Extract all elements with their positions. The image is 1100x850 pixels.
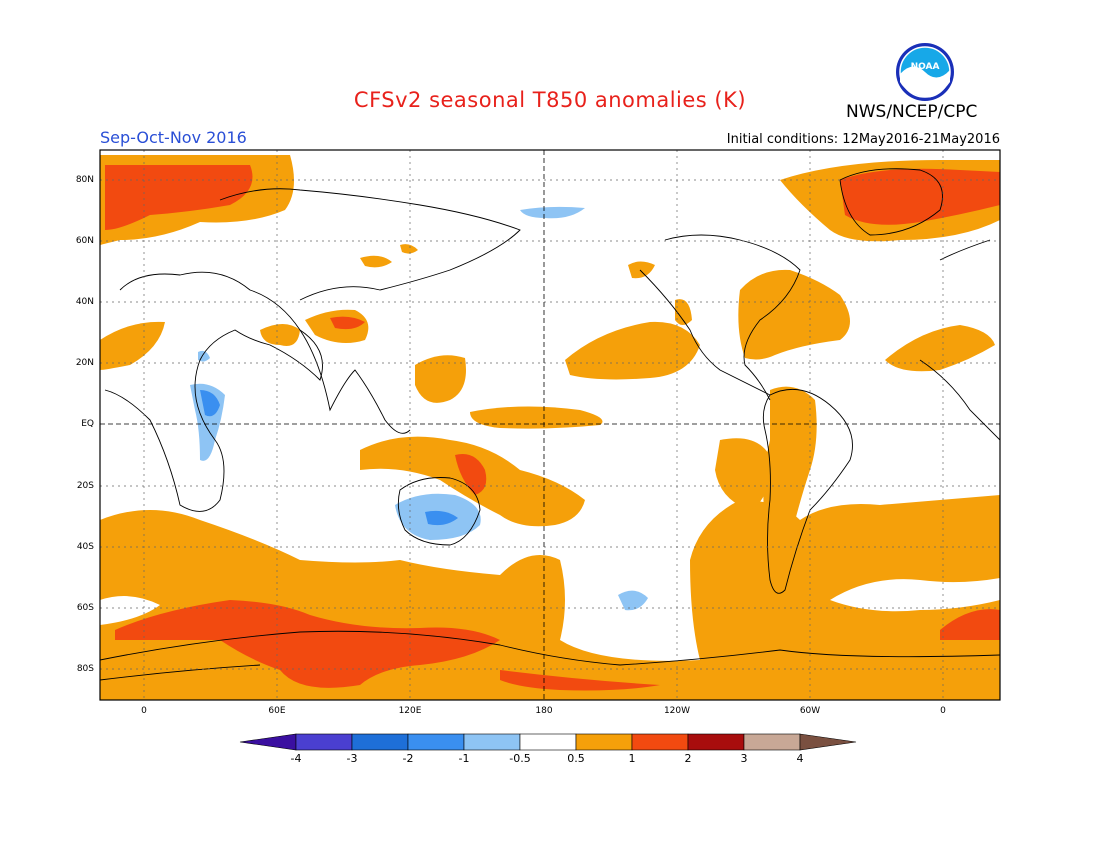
colorbar-label-m3: -3 (346, 752, 358, 765)
lon-label-0-east: 0 (940, 706, 946, 716)
colorbar-label-p1: 1 (628, 752, 636, 765)
anomaly-region-siberia-east (400, 244, 418, 254)
initial-conditions-label: Initial conditions: 12May2016-21May2016 (726, 132, 1000, 147)
lat-label-40n: 40N (75, 297, 94, 307)
lon-label-60w: 60W (799, 706, 821, 716)
anomaly-region-northeast-pacific (565, 321, 700, 380)
lat-label-60n: 60N (75, 236, 94, 246)
colorbar-arrow-left (239, 733, 297, 751)
map-title: CFSv2 seasonal T850 anomalies (K) (353, 88, 747, 112)
colorbar-label-m05: -0.5 (509, 752, 531, 765)
colorbar-arrow-right (799, 733, 857, 751)
anomaly-region-arabia (260, 324, 300, 346)
gridlines (100, 150, 1000, 700)
colorbar-swatch (463, 733, 521, 751)
lon-label-0-west: 0 (141, 706, 147, 716)
colorbar-swatch (631, 733, 689, 751)
anomaly-region-southern-gap (100, 596, 160, 625)
lat-label-20n: 20N (75, 358, 94, 368)
lon-label-180: 180 (535, 706, 553, 716)
colorbar-label-p4: 4 (796, 752, 804, 765)
anomaly-region-south-atlantic-gap (830, 578, 1000, 612)
anomaly-region-west-africa (100, 321, 165, 370)
season-label: Sep-Oct-Nov 2016 (100, 128, 247, 147)
anomaly-region-south-america (763, 386, 817, 600)
anomaly-region-tibet-warm (330, 316, 365, 330)
colorbar-label-p2: 2 (684, 752, 692, 765)
anomaly-region-southeast-pacific (715, 438, 772, 510)
agency-label: NWS/NCEP/CPC (846, 102, 978, 122)
lon-label-120w: 120W (663, 706, 691, 716)
anomaly-region-south-indian-warm (940, 609, 1000, 640)
colorbar-swatch (687, 733, 745, 751)
lat-label-20s: 20S (76, 481, 94, 491)
colorbar (239, 733, 857, 751)
noaa-logo-icon: NOAA (896, 43, 954, 101)
anomaly-region-equatorial-pacific (470, 406, 603, 429)
anomaly-region-east-africa-cool-strong (200, 390, 220, 417)
anomaly-region-north-europe-warm (105, 165, 253, 230)
lat-label-80n: 80N (75, 175, 94, 185)
colorbar-label-m4: -4 (290, 752, 302, 765)
lat-label-60s: 60S (76, 603, 94, 613)
anomaly-region-philippines (415, 355, 466, 403)
coastlines (100, 168, 1000, 681)
colorbar-swatch (575, 733, 633, 751)
colorbar-swatch (743, 733, 801, 751)
map-frame (99, 149, 1001, 701)
colorbar-swatch (295, 733, 353, 751)
lat-label-eq: EQ (81, 419, 94, 429)
colorbar-swatch (407, 733, 465, 751)
colorbar-swatch (351, 733, 409, 751)
lat-label-80s: 80S (76, 664, 94, 674)
lon-label-120e: 120E (398, 706, 422, 716)
lon-label-60e: 60E (268, 706, 286, 716)
anomaly-region-ross-sea-warm (500, 670, 660, 691)
anomaly-region-australia-cool-strong (425, 510, 458, 526)
colorbar-swatch (519, 733, 577, 751)
anomaly-region-siberia (360, 255, 392, 268)
anomaly-region-antarctic-warm (115, 600, 500, 688)
anomaly-region-north-atlantic (738, 269, 850, 360)
lat-label-40s: 40S (76, 542, 94, 552)
anomaly-region-new-guinea-warm (455, 454, 487, 495)
colorbar-label-m1: -1 (458, 752, 470, 765)
anomaly-region-greenland-warm (840, 168, 1000, 225)
anomaly-region-east-atlantic (885, 325, 995, 372)
anomaly-region-canada (628, 261, 655, 279)
anomaly-region-south-pacific-cool (618, 590, 648, 611)
colorbar-label-m2: -2 (402, 752, 414, 765)
colorbar-label-p3: 3 (740, 752, 748, 765)
anomaly-region-arctic-cool (520, 206, 585, 219)
colorbar-label-p05: 0.5 (567, 752, 585, 765)
logo-text: NOAA (911, 62, 940, 72)
anomaly-region-west-us (675, 299, 692, 325)
